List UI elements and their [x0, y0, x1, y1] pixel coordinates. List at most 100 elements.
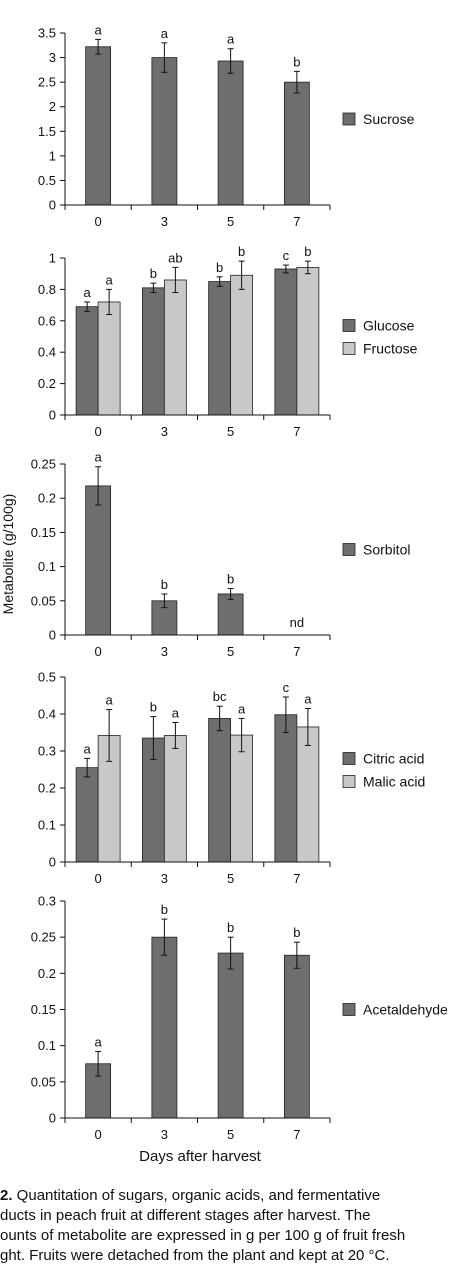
data-label: a [238, 701, 246, 716]
caption-line: ducts in peach fruit at different stages… [0, 1207, 371, 1224]
y-tick-label: 0.2 [38, 966, 56, 981]
y-tick-label: 0.5 [38, 173, 56, 188]
data-label: b [227, 920, 234, 935]
y-tick-label: 0 [49, 408, 56, 423]
y-tick-label: 1.5 [38, 124, 56, 139]
annotation-label: nd [290, 615, 304, 630]
bar [85, 46, 112, 206]
x-tick-label: 5 [227, 871, 234, 886]
legend-swatch [342, 112, 356, 126]
y-tick-label: 0.25 [31, 457, 56, 472]
legend-label: Acetaldehyde [363, 1002, 448, 1018]
y-tick-label: 0.4 [38, 707, 56, 722]
legend-swatch [342, 1003, 356, 1016]
x-tick-label: 5 [227, 644, 234, 659]
x-tick-label: 0 [95, 1127, 102, 1142]
data-label: c [283, 248, 290, 263]
data-label: a [304, 691, 312, 706]
y-tick-label: 0 [49, 198, 56, 213]
data-label: a [95, 1034, 103, 1049]
legend-label: Sorbitol [363, 542, 410, 558]
bar [217, 593, 244, 636]
bar [230, 734, 254, 863]
x-tick-label: 7 [293, 644, 300, 659]
data-label: b [238, 244, 245, 259]
data-label: a [172, 706, 180, 721]
y-tick-label: 0.1 [38, 818, 56, 833]
legend-swatch [342, 752, 356, 765]
bar [296, 726, 320, 863]
x-tick-label: 0 [95, 644, 102, 659]
y-tick-label: 0 [49, 1111, 56, 1126]
data-label: a [84, 741, 92, 756]
x-tick-label: 3 [161, 424, 168, 439]
x-axis-label: Days after harvest [139, 1148, 261, 1165]
y-tick-label: 0.3 [38, 894, 56, 909]
y-tick-label: 0.05 [31, 1074, 56, 1089]
y-tick-label: 0.25 [31, 930, 56, 945]
y-tick-label: 0.2 [38, 376, 56, 391]
x-tick-label: 7 [293, 214, 300, 229]
data-label: b [293, 925, 300, 940]
bar [274, 268, 298, 416]
data-label: a [106, 272, 114, 287]
legend-label: Malic acid [363, 774, 425, 790]
x-tick-label: 0 [95, 424, 102, 439]
y-tick-label: 0.5 [38, 670, 56, 685]
y-tick-label: 0 [49, 855, 56, 870]
data-label: b [293, 54, 300, 69]
x-tick-label: 3 [161, 1127, 168, 1142]
y-tick-label: 0.6 [38, 313, 56, 328]
data-label: a [106, 693, 114, 708]
data-label: a [227, 32, 235, 47]
bar [163, 279, 187, 416]
y-tick-label: 0.2 [38, 781, 56, 796]
legend-swatch [342, 342, 356, 355]
bar [151, 57, 178, 206]
y-tick-label: 3 [49, 50, 56, 65]
data-label: ab [168, 250, 182, 265]
bar [75, 306, 99, 416]
y-tick-label: 0.05 [31, 593, 56, 608]
caption-figure-number: 2. [0, 1187, 13, 1204]
x-tick-label: 7 [293, 1127, 300, 1142]
bar [217, 60, 244, 206]
data-label: b [150, 700, 157, 715]
legend-swatch [342, 543, 356, 556]
caption-text: Quantitation of sugars, organic acids, a… [12, 1187, 381, 1204]
legend-swatch [342, 319, 356, 332]
y-tick-label: 0.1 [38, 1038, 56, 1053]
bar [217, 952, 244, 1119]
data-label: b [161, 577, 168, 592]
data-label: a [95, 22, 103, 37]
legend-label: Glucose [363, 318, 415, 334]
y-tick-label: 0.15 [31, 525, 56, 540]
bar [141, 287, 165, 416]
caption-line: ght. Fruits were detached from the plant… [0, 1247, 390, 1264]
data-label: bc [213, 689, 227, 704]
y-axis-label: Metabolite (g/100g) [0, 493, 16, 615]
y-tick-label: 1 [49, 251, 56, 266]
x-tick-label: 3 [161, 644, 168, 659]
x-tick-label: 5 [227, 1127, 234, 1142]
bar [283, 954, 310, 1119]
y-tick-label: 0.15 [31, 1002, 56, 1017]
bar [97, 301, 121, 416]
x-tick-label: 0 [95, 871, 102, 886]
data-label: b [150, 266, 157, 281]
x-tick-label: 3 [161, 871, 168, 886]
y-tick-label: 0.3 [38, 744, 56, 759]
bar [75, 767, 99, 863]
y-tick-label: 0.1 [38, 559, 56, 574]
legend-label: Sucrose [363, 111, 415, 127]
bar [296, 267, 320, 416]
y-tick-label: 0.2 [38, 491, 56, 506]
data-label: b [304, 244, 311, 259]
data-label: b [161, 902, 168, 917]
legend-label: Citric acid [363, 751, 424, 767]
bar [208, 718, 232, 863]
bar [230, 274, 254, 416]
bar [163, 735, 187, 863]
data-label: a [84, 285, 92, 300]
bar [274, 714, 298, 863]
